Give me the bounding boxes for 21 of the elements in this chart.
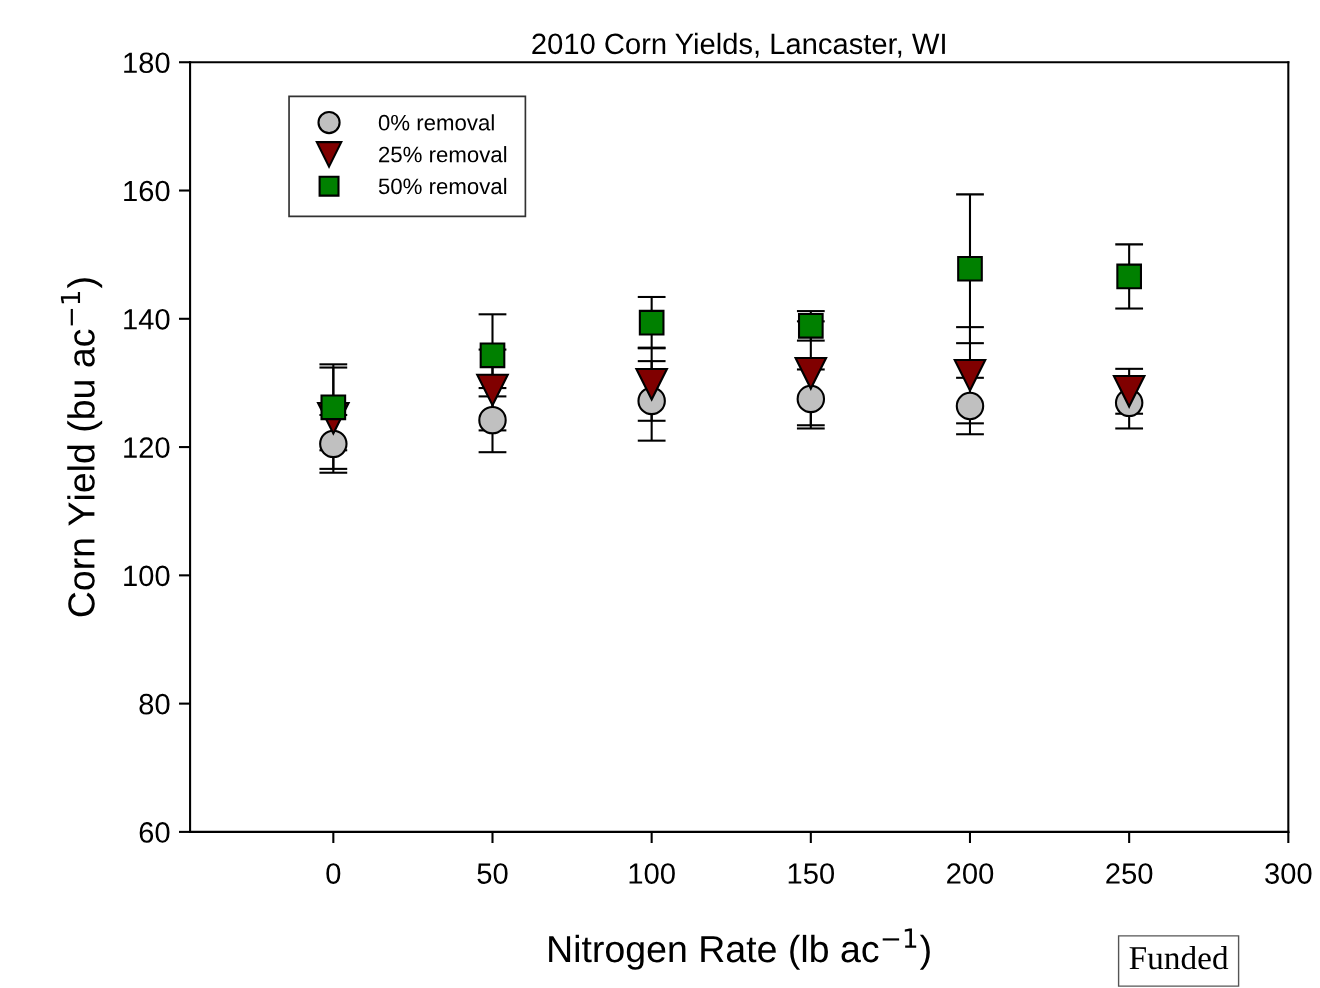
x-tick-label: 300 xyxy=(1265,863,1312,884)
legend-label: 25% removal xyxy=(379,146,507,163)
y-tick-label: 160 xyxy=(124,180,170,202)
legend-label: 0% removal xyxy=(378,114,494,131)
y-tick-label: 140 xyxy=(124,309,170,330)
x-tick-label: 150 xyxy=(788,863,835,884)
x-tick-label: 0 xyxy=(326,863,341,884)
x-tick-label: 250 xyxy=(1106,863,1153,884)
text: Funded xyxy=(1129,945,1229,970)
x-tick-label: 100 xyxy=(629,863,675,884)
x-tick-label: 200 xyxy=(947,863,994,884)
x-tick-label: 50 xyxy=(477,863,508,884)
y-tick-label: 60 xyxy=(139,822,170,843)
y-tick-label: 100 xyxy=(124,565,170,587)
y-axis-title: Corn Yield (bu ac$^{−1}$) xyxy=(60,278,103,617)
x-axis-title: Nitrogen Rate (lb ac$^{−1}$) xyxy=(549,928,930,970)
chart-title: 2010 Corn Yields, Lancaster, WI xyxy=(532,32,945,58)
y-tick-label: 180 xyxy=(124,52,170,74)
y-tick-label: 80 xyxy=(139,693,170,715)
y-tick-label: 120 xyxy=(124,437,170,458)
legend-label: 50% removal xyxy=(378,177,507,195)
